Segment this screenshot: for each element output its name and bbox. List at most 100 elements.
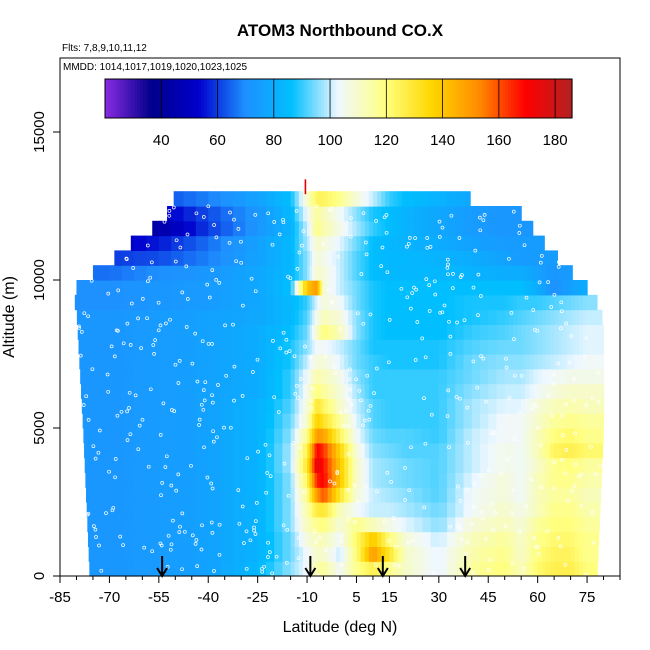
heat-cell — [340, 472, 345, 488]
heat-cell — [327, 546, 333, 562]
heat-cell — [307, 324, 311, 340]
heat-cell — [312, 250, 316, 266]
heat-cell — [545, 457, 551, 473]
colorbar-tick-label: 180 — [543, 132, 568, 149]
heat-cell — [331, 442, 337, 459]
heat-cell — [331, 220, 337, 237]
sample-point — [151, 343, 156, 347]
heat-cell — [232, 280, 246, 296]
sample-point — [115, 413, 120, 418]
heat-cell — [97, 546, 111, 562]
heat-cell — [183, 235, 197, 251]
heat-cell — [574, 339, 580, 355]
sample-point — [335, 471, 340, 476]
heat-cell — [377, 339, 382, 355]
heat-cell — [570, 354, 576, 370]
heat-cell — [352, 561, 358, 577]
sample-point — [295, 267, 300, 271]
sample-point — [373, 563, 378, 567]
heat-cell — [364, 250, 370, 266]
sample-point — [224, 373, 229, 378]
sample-point — [579, 472, 583, 477]
heat-cell — [356, 265, 362, 281]
heat-cell — [312, 546, 316, 562]
heat-cell — [438, 383, 448, 399]
sample-point — [263, 442, 268, 447]
heat-cell — [331, 516, 337, 533]
heat-cell — [232, 516, 246, 533]
heat-cell — [545, 309, 551, 325]
heat-cell — [109, 398, 123, 414]
heat-cell — [554, 368, 559, 385]
heat-cell — [318, 398, 321, 414]
colorbar-step — [466, 79, 471, 118]
heat-cell — [372, 502, 378, 518]
heat-cell — [566, 383, 572, 399]
heat-cell — [274, 280, 283, 296]
heat-cell — [183, 457, 197, 473]
heat-cell — [533, 502, 539, 518]
heat-cell — [265, 235, 275, 251]
sample-point — [156, 300, 161, 305]
sample-point — [139, 346, 143, 350]
heat-cell — [364, 354, 370, 370]
heat-cell — [320, 383, 323, 399]
colorbar-step — [119, 79, 124, 118]
heat-cell — [282, 235, 292, 251]
heat-cell — [97, 413, 111, 429]
sample-point — [530, 406, 535, 411]
heat-cell — [81, 398, 86, 414]
heat-cell — [381, 294, 386, 311]
heat-cell — [298, 280, 304, 296]
heat-cell — [595, 546, 599, 562]
heat-cell — [327, 206, 333, 222]
heat-cell — [562, 280, 568, 296]
heat-cell — [316, 546, 320, 562]
sample-point — [171, 205, 176, 210]
heat-cell — [541, 561, 547, 577]
sample-point — [260, 566, 264, 571]
heat-cell — [570, 398, 576, 414]
heat-cell — [558, 368, 563, 385]
heat-cell — [321, 294, 325, 311]
heat-cell — [314, 398, 318, 414]
heat-cell — [316, 354, 320, 370]
colorbar-tick-label: 80 — [265, 132, 282, 149]
heat-cell — [364, 309, 370, 325]
heat-cell — [512, 324, 518, 340]
heat-cell — [521, 383, 526, 399]
heat-cell — [447, 546, 456, 562]
heat-cell — [377, 457, 382, 473]
heat-cell — [578, 324, 584, 340]
heat-cell — [480, 472, 489, 488]
heat-cell — [414, 324, 423, 340]
heat-cell — [558, 383, 563, 399]
heat-cell — [309, 309, 313, 325]
sample-point — [248, 538, 253, 543]
heat-cell — [558, 280, 563, 296]
heat-cell — [438, 206, 448, 222]
heat-cell — [321, 531, 325, 547]
heat-cell — [401, 309, 407, 325]
heat-cell — [195, 442, 209, 459]
colorbar-tick-label: 120 — [374, 132, 399, 149]
heat-cell — [521, 220, 526, 237]
heat-cell — [591, 339, 596, 355]
colorbar-step — [396, 79, 401, 118]
sample-point — [93, 527, 98, 532]
heat-cell — [393, 235, 399, 251]
sample-point — [538, 443, 543, 448]
heat-cell — [393, 368, 399, 385]
heat-cell — [360, 265, 366, 281]
heat-cell — [335, 280, 341, 296]
sample-point — [596, 400, 601, 404]
heat-cell — [582, 502, 588, 518]
sample-point — [454, 395, 459, 399]
heat-cell — [318, 250, 321, 266]
heat-cell — [566, 531, 572, 547]
heat-cell — [97, 339, 111, 355]
heat-cell — [377, 487, 382, 503]
heat-cell — [321, 280, 325, 296]
sample-point — [487, 558, 492, 562]
heat-cell — [488, 206, 498, 222]
